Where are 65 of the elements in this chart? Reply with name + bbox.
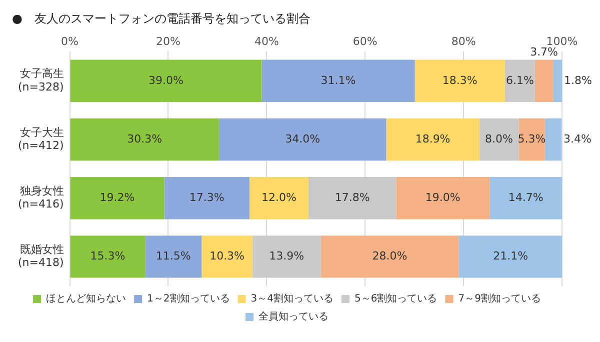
data-label: 17.3% bbox=[189, 190, 224, 204]
bar bbox=[553, 60, 562, 102]
data-label: 12.0% bbox=[261, 190, 296, 204]
data-label: 3.4% bbox=[564, 132, 592, 146]
data-label: 19.0% bbox=[425, 190, 460, 204]
data-label: 31.1% bbox=[320, 74, 356, 87]
data-label: 34.0% bbox=[285, 132, 320, 146]
bar bbox=[534, 60, 554, 102]
x-tick-label: 20% bbox=[156, 34, 180, 48]
data-label: 11.5% bbox=[156, 250, 191, 263]
legend-label: 1～2割知っている bbox=[147, 292, 230, 305]
bar bbox=[504, 60, 535, 102]
bar bbox=[218, 118, 386, 161]
data-label: 30.3% bbox=[127, 132, 162, 146]
data-label: 6.1% bbox=[506, 74, 534, 87]
x-tick-label: 40% bbox=[254, 34, 279, 48]
bar bbox=[396, 177, 490, 220]
bar bbox=[518, 118, 545, 161]
data-label: 39.0% bbox=[148, 74, 184, 87]
data-label: 18.9% bbox=[415, 132, 450, 146]
legend-label: ほとんど知らない bbox=[46, 292, 126, 305]
x-tick-label: 0% bbox=[61, 34, 78, 48]
bar bbox=[145, 236, 202, 278]
x-tick-label: 60% bbox=[352, 34, 378, 48]
data-label: 15.3% bbox=[90, 250, 126, 263]
bar bbox=[70, 177, 164, 220]
legend-label: 3～4割知っている bbox=[250, 292, 334, 305]
data-label: 28.0% bbox=[372, 250, 408, 263]
bar bbox=[164, 177, 250, 220]
data-label: 14.7% bbox=[508, 190, 544, 204]
bar bbox=[202, 236, 252, 278]
bar bbox=[249, 177, 308, 220]
bar bbox=[252, 236, 321, 278]
bar bbox=[490, 177, 562, 220]
y-tick-label: 独身女性 (n=416) bbox=[18, 184, 64, 211]
data-label: 5.3% bbox=[518, 132, 546, 146]
data-label: 21.1% bbox=[493, 250, 528, 263]
bar bbox=[458, 236, 562, 278]
y-tick-label: 女子大生 (n=412) bbox=[18, 126, 64, 152]
legend-label: 7～9割知っている bbox=[458, 292, 541, 305]
bar bbox=[70, 236, 146, 278]
bar bbox=[544, 118, 562, 161]
bar bbox=[308, 177, 396, 220]
bar bbox=[479, 118, 519, 161]
data-label: 18.3% bbox=[442, 74, 478, 87]
y-tick-label: 女子高生 (n=328) bbox=[18, 67, 64, 94]
bar bbox=[70, 118, 219, 161]
data-label: 17.8% bbox=[334, 190, 370, 204]
data-label: 1.8% bbox=[564, 74, 592, 87]
legend-label: 5～6割知っている bbox=[354, 292, 438, 305]
data-label: 13.9% bbox=[269, 250, 304, 263]
data-label: 19.2% bbox=[100, 190, 135, 204]
data-label: 8.0% bbox=[485, 132, 513, 146]
bar bbox=[386, 118, 480, 161]
bar bbox=[414, 60, 505, 102]
x-tick-label: 80% bbox=[451, 34, 476, 48]
data-label: 3.7% bbox=[530, 46, 558, 59]
bar bbox=[70, 60, 262, 102]
legend-label: 全員知っている bbox=[258, 310, 328, 323]
y-tick-label: 既婚女性 (n=418) bbox=[18, 242, 64, 270]
bar bbox=[320, 236, 459, 278]
chart-title: ● 友人のスマートフォンの電話番号を知っている割合 bbox=[12, 11, 310, 26]
data-label: 10.3% bbox=[210, 250, 245, 263]
bar bbox=[262, 60, 415, 102]
x-tick-label: 100% bbox=[546, 34, 578, 48]
